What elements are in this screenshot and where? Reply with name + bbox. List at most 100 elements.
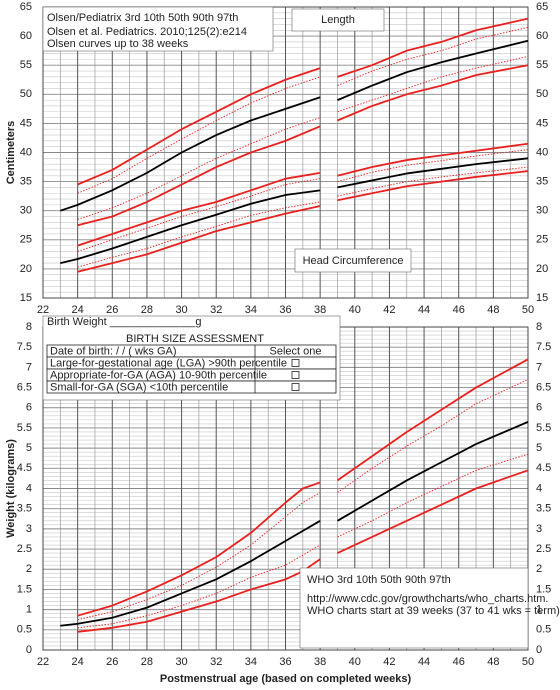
y-tick-label-right: 2.5 bbox=[536, 543, 551, 555]
y-tick-label-right: 0 bbox=[536, 644, 542, 656]
y-tick-label-right: 55 bbox=[536, 59, 548, 71]
x-tick-label: 22 bbox=[37, 304, 49, 316]
y-tick-label-right: 6 bbox=[536, 402, 542, 414]
curve bbox=[337, 39, 529, 101]
y-tick-label-right: 4 bbox=[536, 482, 542, 494]
chart-title: Olsen/Pediatrix 3rd 10th 50th 90th 97th bbox=[47, 12, 238, 24]
y-tick-label: 1 bbox=[26, 604, 32, 616]
y-tick-label: 7.5 bbox=[17, 341, 32, 353]
curve bbox=[337, 469, 529, 554]
y-tick-label: 1.5 bbox=[17, 583, 32, 595]
y-tick-label: 5.5 bbox=[17, 422, 32, 434]
y-tick-label: 6 bbox=[26, 402, 32, 414]
x-tick-label: 28 bbox=[141, 304, 153, 316]
x-tick-label: 26 bbox=[106, 304, 118, 316]
y-tick-label: 3 bbox=[26, 523, 32, 535]
curve bbox=[337, 170, 529, 202]
checkbox bbox=[291, 383, 300, 391]
x-tick-label: 50 bbox=[522, 656, 534, 668]
curve bbox=[77, 492, 321, 621]
y-tick-label-right: 3 bbox=[536, 523, 542, 535]
curve bbox=[337, 157, 529, 189]
boxes: Olsen/Pediatrix 3rd 10th 50th 90th 97th O… bbox=[42, 6, 560, 649]
curve bbox=[77, 171, 321, 247]
y-tick-label-right: 35 bbox=[536, 176, 548, 188]
annotation: Olsen curves up to 38 weeks bbox=[47, 38, 189, 50]
curve bbox=[337, 421, 529, 522]
y-tick-label-right: 7 bbox=[536, 361, 542, 373]
table-title: BIRTH SIZE ASSESSMENT bbox=[126, 333, 264, 345]
y-tick-label: 3.5 bbox=[17, 503, 32, 515]
table-cell: Appropriate-for-GA (AGA) 10-90th percent… bbox=[50, 369, 267, 381]
curves bbox=[60, 17, 529, 633]
curve bbox=[336, 358, 529, 482]
table-row bbox=[46, 380, 337, 394]
table-cell: Select one bbox=[270, 345, 322, 357]
annotation: Length bbox=[321, 14, 355, 26]
checkbox bbox=[291, 371, 300, 379]
y-tick-label: 4.5 bbox=[17, 462, 32, 474]
y-tick-label: 55 bbox=[20, 59, 32, 71]
annotation: http://www.cdc.gov/growthcharts/who_char… bbox=[307, 593, 549, 605]
curve bbox=[337, 142, 529, 177]
y-tick-label: 4 bbox=[26, 482, 32, 494]
text-box bbox=[294, 248, 412, 273]
curve bbox=[77, 481, 321, 617]
curve bbox=[77, 205, 321, 273]
y-tick-label: 0 bbox=[26, 644, 32, 656]
curve bbox=[77, 125, 321, 227]
curve bbox=[60, 96, 321, 212]
curve bbox=[77, 178, 321, 252]
y-tick-label: 60 bbox=[20, 30, 32, 42]
birth-weight-label: Birth Weight ______________g bbox=[47, 316, 202, 328]
y-tick-label-right: 1 bbox=[536, 604, 542, 616]
annotation: WHO charts start at 39 weeks (37 to 41 w… bbox=[307, 605, 560, 617]
curve bbox=[337, 379, 529, 493]
x-tick-label: 38 bbox=[314, 304, 326, 316]
plot-frame bbox=[42, 6, 529, 299]
curve bbox=[337, 166, 529, 197]
y-tick-label-right: 40 bbox=[536, 146, 548, 158]
y-tick-label: 45 bbox=[20, 117, 32, 129]
y-axis-label: Weight (kilograms) bbox=[5, 439, 17, 538]
x-tick-label: 30 bbox=[175, 656, 187, 668]
y-tick-label: 2 bbox=[26, 563, 32, 575]
y-tick-label-right: 2 bbox=[536, 563, 542, 575]
curve bbox=[337, 56, 529, 113]
y-axis-label: Centimeters bbox=[5, 121, 17, 185]
x-tick-label: 44 bbox=[418, 304, 430, 316]
checkbox bbox=[291, 359, 300, 367]
x-tick-label: 40 bbox=[349, 304, 361, 316]
y-tick-label-right: 65 bbox=[536, 1, 548, 13]
curve bbox=[337, 26, 529, 86]
curve bbox=[77, 67, 321, 186]
y-tick-label: 8 bbox=[26, 321, 32, 333]
y-tick-label-right: 5 bbox=[536, 442, 542, 454]
x-tick-label: 30 bbox=[175, 304, 187, 316]
curve bbox=[77, 201, 321, 268]
x-tick-label: 48 bbox=[487, 656, 499, 668]
y-tick-label-right: 0.5 bbox=[536, 624, 551, 636]
y-tick-label-right: 4.5 bbox=[536, 462, 551, 474]
y-tick-label-right: 25 bbox=[536, 234, 548, 246]
y-tick-label-right: 15 bbox=[536, 292, 548, 304]
x-tick-label: 42 bbox=[383, 656, 395, 668]
text-box bbox=[299, 567, 529, 649]
y-tick-label: 5 bbox=[26, 442, 32, 454]
y-tick-label: 15 bbox=[20, 292, 32, 304]
annotation: Head Circumference bbox=[303, 255, 404, 267]
curve bbox=[60, 189, 321, 264]
table-cell: Small-for-GA (SGA) <10th percentile bbox=[50, 381, 228, 393]
x-tick-label: 42 bbox=[383, 304, 395, 316]
x-tick-label: 28 bbox=[141, 656, 153, 668]
y-tick-label: 50 bbox=[20, 88, 32, 100]
chart-title: WHO 3rd 10th 50th 90th 97th bbox=[307, 574, 451, 586]
curve bbox=[337, 453, 529, 538]
table-cell: Large-for-gestational age (LGA) >90th pe… bbox=[50, 357, 287, 369]
annotation: Olsen et al. Pediatrics. 2010;125(2):e21… bbox=[47, 26, 247, 38]
y-tick-label-right: 5.5 bbox=[536, 422, 551, 434]
x-tick-label: 22 bbox=[37, 656, 49, 668]
x-tick-label: 26 bbox=[106, 656, 118, 668]
x-tick-label: 34 bbox=[245, 656, 257, 668]
